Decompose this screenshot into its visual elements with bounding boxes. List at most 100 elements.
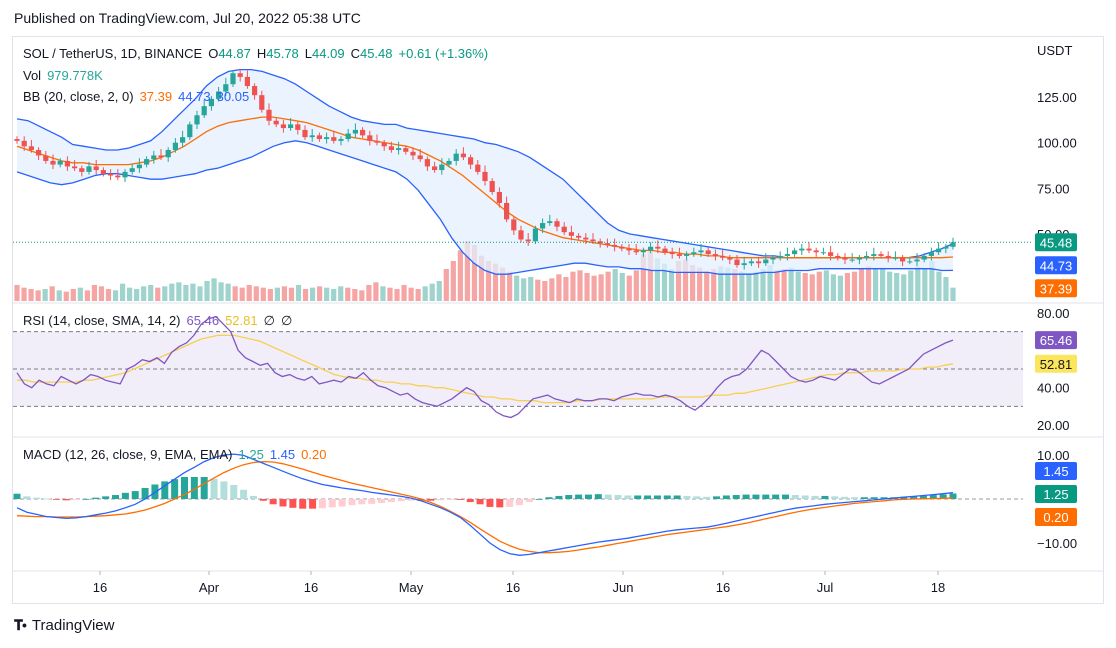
macd-histogram-bar xyxy=(328,499,336,508)
macd-histogram-bar xyxy=(131,491,139,499)
volume-bar xyxy=(626,275,632,301)
volume-bar xyxy=(443,269,449,301)
volume-bar xyxy=(422,286,428,301)
chart-frame[interactable]: USDT125.00100.0075.0050.0045.4844.7337.3… xyxy=(12,36,1104,604)
volume-bar xyxy=(697,267,703,301)
volume-bar xyxy=(366,285,372,301)
volume-bar xyxy=(239,287,245,301)
volume-bar xyxy=(781,269,787,301)
candle-body xyxy=(115,175,121,178)
candle-body xyxy=(345,133,351,140)
candle-body xyxy=(525,239,531,242)
macd-histogram-bar xyxy=(368,499,376,504)
candle-body xyxy=(489,181,495,192)
macd-histogram-bar xyxy=(456,499,464,500)
macd-histogram-bar xyxy=(653,495,661,499)
brand-footer[interactable]: 𝐓• TradingView xyxy=(14,617,114,634)
volume-bar xyxy=(134,289,140,301)
time-axis-tick: Jun xyxy=(613,580,634,595)
rsi-legend: RSI (14, close, SMA, 14, 2) 65.46 52.81 ∅ ∅ xyxy=(23,313,298,329)
macd-histogram-bar xyxy=(338,499,346,507)
candle-body xyxy=(79,168,85,172)
macd-histogram-bar xyxy=(555,495,563,499)
candle-body xyxy=(763,259,769,264)
volume-bar xyxy=(795,271,801,301)
rsi-badge: 65.46 xyxy=(1040,333,1073,348)
candle-body xyxy=(57,160,63,165)
macd-histogram-bar xyxy=(33,497,41,499)
macd-histogram-bar xyxy=(23,496,31,499)
volume-label[interactable]: Vol xyxy=(23,68,42,83)
candle-body xyxy=(280,124,286,129)
macd-histogram-bar xyxy=(318,499,326,509)
volume-bar xyxy=(640,254,646,301)
volume-bar xyxy=(253,286,259,301)
chart-canvas[interactable]: USDT125.00100.0075.0050.0045.4844.7337.3… xyxy=(13,37,1103,603)
bb-legend: BB (20, close, 2, 0) 37.39 44.73 30.05 xyxy=(23,89,255,104)
candle-body xyxy=(136,164,142,169)
published-caption: Published on TradingView.com, Jul 20, 20… xyxy=(14,10,361,26)
volume-bar xyxy=(317,286,323,301)
macd-histogram-bar xyxy=(683,495,691,499)
volume-bar xyxy=(35,290,41,301)
volume-bar xyxy=(563,277,569,301)
candle-body xyxy=(583,237,589,240)
bb-label[interactable]: BB (20, close, 2, 0) xyxy=(23,89,134,104)
macd-histogram-bar xyxy=(535,499,543,500)
volume-bar xyxy=(183,285,189,301)
candle-body xyxy=(921,255,927,260)
volume-bar xyxy=(49,286,55,301)
macd-histogram-bar xyxy=(782,494,790,499)
rsi-sma-badge: 52.81 xyxy=(1040,357,1073,372)
volume-bar xyxy=(739,271,745,301)
candle-body xyxy=(266,109,272,121)
macd-histogram-bar xyxy=(358,499,366,505)
macd-histogram-bar xyxy=(220,481,228,499)
macd-line-badge-bg xyxy=(1035,462,1077,480)
macd-histogram-bar xyxy=(161,481,169,499)
candle-body xyxy=(554,221,560,227)
volume-legend: Vol 979.778K xyxy=(23,68,109,83)
macd-histogram-bar xyxy=(663,495,671,499)
bb-lower-value: 30.05 xyxy=(216,89,250,104)
macd-axis-tick: 10.00 xyxy=(1037,448,1070,463)
volume-bar xyxy=(148,285,154,301)
volume-bar xyxy=(915,266,921,301)
macd-histogram-bar xyxy=(949,493,957,499)
candle-body xyxy=(93,166,99,171)
macd-histogram-bar xyxy=(811,495,819,499)
macd-label[interactable]: MACD (12, 26, close, 9, EMA, EMA) xyxy=(23,447,233,462)
candle-body xyxy=(878,254,884,256)
macd-histogram-bar xyxy=(121,492,129,499)
macd-histogram-bar xyxy=(43,498,51,500)
open-value: 44.87 xyxy=(218,46,251,61)
candle-body xyxy=(828,252,834,256)
candle-body xyxy=(856,257,862,260)
candle-body xyxy=(698,250,704,253)
volume-bar xyxy=(880,267,886,301)
rsi-label[interactable]: RSI (14, close, SMA, 14, 2) xyxy=(23,313,181,328)
candle-body xyxy=(770,257,776,260)
candle-body xyxy=(669,252,675,255)
candle-body xyxy=(907,261,913,263)
candle-body xyxy=(36,149,42,156)
last-price-badge-bg xyxy=(1035,233,1077,252)
bb-basis-badge: 37.39 xyxy=(1040,281,1073,296)
volume-bar xyxy=(436,281,442,301)
symbol-title[interactable]: SOL / TetherUS, 1D, BINANCE xyxy=(23,46,203,61)
macd-histogram-bar xyxy=(269,499,277,505)
macd-histogram-bar xyxy=(575,494,583,499)
candle-body xyxy=(892,257,898,259)
macd-histogram-bar xyxy=(545,497,553,499)
macd-histogram-bar xyxy=(230,484,238,499)
candle-body xyxy=(158,155,164,158)
macd-hist-value: 1.25 xyxy=(238,447,264,462)
volume-bar xyxy=(746,273,752,301)
candle-body xyxy=(352,129,358,134)
candle-body xyxy=(324,137,330,140)
macd-histogram-bar xyxy=(171,479,179,499)
macd-histogram-bar xyxy=(427,499,435,501)
volume-bar xyxy=(760,269,766,301)
volume-bar xyxy=(584,273,590,301)
candle-body xyxy=(172,142,178,150)
